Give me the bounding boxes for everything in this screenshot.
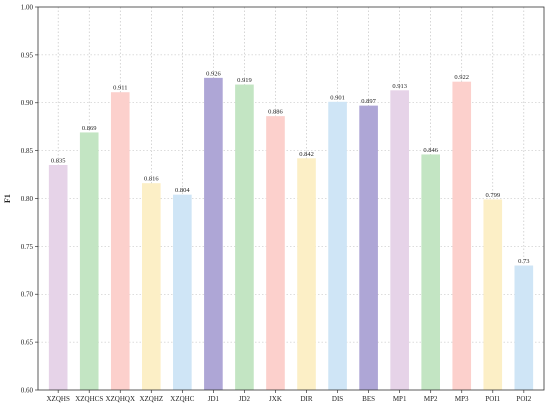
x-tick-label: XZQHCS: [75, 395, 103, 403]
data-label-xzqhc: 0.804: [175, 187, 190, 194]
x-tick-label: POI2: [516, 395, 531, 403]
data-label-jxk: 0.886: [268, 109, 283, 116]
bar-xzqhcs: [79, 132, 99, 390]
y-tick-label: 0.95: [21, 51, 34, 59]
y-tick-label: 0.85: [21, 147, 34, 155]
x-tick-label: JXK: [269, 395, 282, 403]
y-axis: 0.60 0.65 0.70 0.75 0.80 0.85 0.90 0.95 1.00: [21, 3, 38, 394]
bar-mp3: [452, 81, 472, 390]
bars: [48, 77, 534, 391]
x-tick-label: MP1: [393, 395, 407, 403]
x-tick-label: JD1: [208, 395, 220, 403]
data-label-dis: 0.901: [330, 94, 345, 101]
x-tick-label: XZQHQX: [105, 395, 135, 403]
x-tick-label: XZQHZ: [139, 395, 163, 403]
data-label-dir: 0.842: [299, 151, 314, 158]
data-label-xzqhz: 0.816: [144, 176, 159, 183]
x-tick-label: MP2: [424, 395, 438, 403]
x-tick-label: JD2: [239, 395, 251, 403]
y-tick-label: 0.75: [21, 243, 34, 251]
data-label-poi2: 0.73: [518, 258, 529, 265]
x-tick-label: BES: [362, 395, 375, 403]
data-label-jd1: 0.926: [206, 70, 221, 77]
y-tick-label: 0.70: [21, 291, 34, 299]
y-tick-label: 0.65: [21, 339, 34, 347]
data-label-xzqhcs: 0.869: [82, 125, 97, 132]
y-axis-title: F1: [3, 194, 12, 203]
data-label-jd2: 0.919: [237, 77, 252, 84]
y-tick-label: 0.80: [21, 195, 34, 203]
data-label-xzqhqx: 0.911: [113, 85, 127, 92]
data-label-mp3: 0.922: [454, 74, 469, 81]
bar-xzqhs: [48, 164, 68, 390]
bar-jd1: [204, 77, 223, 390]
y-tick-label: 0.90: [21, 99, 34, 107]
data-label-bes: 0.897: [361, 98, 376, 105]
data-labels: 0.835 0.869 0.911 0.816 0.804 0.926 0.919 0.886…: [51, 70, 530, 265]
bar-xzqhz: [141, 183, 161, 390]
bar-bes: [359, 105, 378, 390]
bar-dis: [328, 101, 347, 390]
x-tick-label: XZQHS: [47, 395, 70, 403]
y-tick-label: 0.60: [21, 386, 34, 394]
data-label-mp1: 0.913: [392, 83, 407, 90]
x-tick-label: MP3: [455, 395, 469, 403]
bar-xzqhqx: [110, 92, 130, 390]
x-tick-label: XZQHC: [170, 395, 194, 403]
x-tick-label: DIS: [332, 395, 343, 403]
bar-mp2: [421, 154, 441, 390]
bar-poi2: [514, 265, 534, 390]
x-axis: XZQHS XZQHCS XZQHQX XZQHZ XZQHC JD1 JD2 JXK DIR D…: [47, 390, 532, 403]
y-tick-label: 1.00: [21, 3, 34, 11]
data-label-mp2: 0.846: [423, 147, 438, 154]
data-label-poi1: 0.799: [485, 192, 500, 199]
x-tick-label: DIR: [300, 395, 312, 403]
bar-mp1: [390, 90, 409, 391]
bar-jd2: [235, 84, 254, 391]
x-tick-label: POI1: [485, 395, 500, 403]
bar-poi1: [483, 199, 503, 390]
data-label-xzqhs: 0.835: [51, 157, 66, 164]
bar-jxk: [266, 116, 285, 390]
bar-xzqhc: [173, 194, 192, 390]
bar-dir: [297, 158, 316, 390]
